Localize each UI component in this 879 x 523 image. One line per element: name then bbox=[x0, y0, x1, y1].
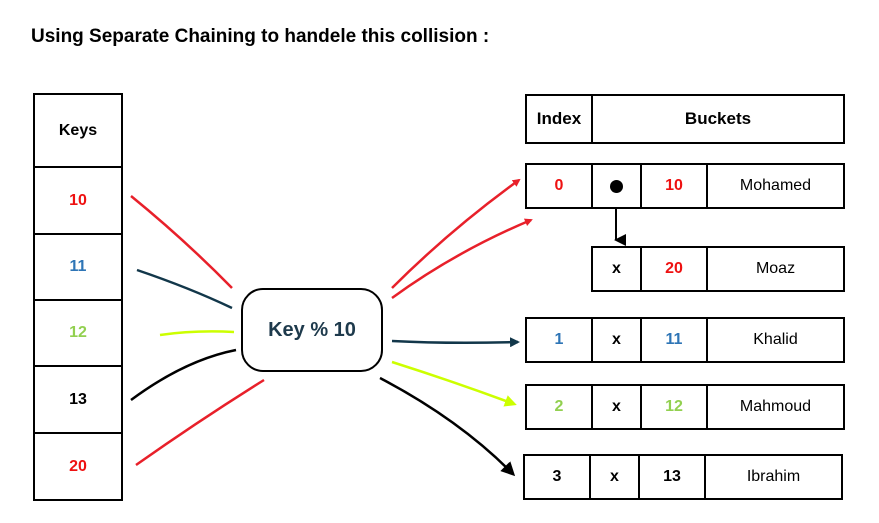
bucket-1-link: x bbox=[591, 317, 642, 363]
key-cell-12: 12 bbox=[33, 299, 123, 367]
bucket-0-key: 10 bbox=[640, 163, 708, 209]
chain-node-key: 20 bbox=[640, 246, 708, 292]
bucket-2-key: 12 bbox=[640, 384, 708, 430]
key-cell-13: 13 bbox=[33, 365, 123, 434]
bucket-0-link bbox=[591, 163, 642, 209]
line-key-11 bbox=[136, 268, 233, 310]
bucket-3-name: Ibrahim bbox=[704, 454, 843, 500]
key-cell-10: 10 bbox=[33, 166, 123, 235]
page-title: Using Separate Chaining to handele this … bbox=[31, 26, 490, 47]
bucket-1-index: 1 bbox=[525, 317, 593, 363]
chain-node-link: x bbox=[591, 246, 642, 292]
bucket-3-key: 13 bbox=[638, 454, 706, 500]
bucket-1-name: Khalid bbox=[706, 317, 845, 363]
bucket-3-link: x bbox=[589, 454, 640, 500]
arrow-to-bucket-0a bbox=[391, 178, 521, 289]
chain-node-name: Moaz bbox=[706, 246, 845, 292]
buckets-header: Buckets bbox=[591, 94, 845, 144]
line-key-13 bbox=[130, 348, 237, 402]
line-key-12 bbox=[159, 330, 235, 337]
bucket-3-index: 3 bbox=[523, 454, 591, 500]
line-key-10 bbox=[130, 195, 233, 289]
chain-pointer-dot-icon bbox=[610, 179, 623, 193]
bucket-2-name: Mahmoud bbox=[706, 384, 845, 430]
arrow-to-bucket-3 bbox=[379, 376, 516, 477]
arrow-to-bucket-0b bbox=[391, 218, 533, 300]
bucket-2-link: x bbox=[591, 384, 642, 430]
key-cell-20: 20 bbox=[33, 432, 123, 501]
hash-function-box: Key % 10 bbox=[241, 288, 383, 372]
bucket-0-name: Mohamed bbox=[706, 163, 845, 209]
bucket-2-index: 2 bbox=[525, 384, 593, 430]
bucket-1-key: 11 bbox=[640, 317, 708, 363]
arrow-to-bucket-2 bbox=[391, 360, 517, 407]
bucket-0-index: 0 bbox=[525, 163, 593, 209]
index-header: Index bbox=[525, 94, 593, 144]
line-key-20 bbox=[135, 378, 265, 467]
arrow-to-bucket-1 bbox=[391, 337, 520, 348]
